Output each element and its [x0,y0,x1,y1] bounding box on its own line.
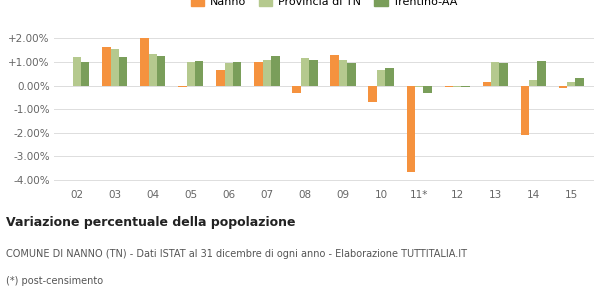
Bar [119,57,127,86]
Bar [339,59,347,86]
Bar [81,62,89,86]
Text: Variazione percentuale della popolazione: Variazione percentuale della popolazione [6,216,296,229]
Bar [368,85,377,102]
Bar [149,54,157,85]
Bar [178,85,187,87]
Bar [491,62,499,86]
Bar [415,85,423,87]
Bar [195,61,203,85]
Bar [73,57,81,86]
Bar [559,85,567,88]
Bar [423,85,431,93]
Bar [225,63,233,86]
Bar [529,80,538,85]
Text: (*) post-censimento: (*) post-censimento [6,276,103,286]
Bar [377,70,385,85]
Bar [461,85,470,87]
Bar [263,59,271,86]
Bar [233,62,241,86]
Bar [521,85,529,135]
Bar [385,68,394,85]
Bar [482,82,491,85]
Bar [140,38,149,86]
Bar [254,62,263,86]
Bar [271,56,280,86]
Bar [157,56,166,86]
Bar [499,63,508,86]
Bar [309,59,317,86]
Legend: Nanno, Provincia di TN, Trentino-AA: Nanno, Provincia di TN, Trentino-AA [186,0,462,11]
Bar [347,63,356,86]
Bar [538,61,546,85]
Bar [292,85,301,93]
Bar [331,55,339,86]
Bar [301,58,309,85]
Bar [567,82,575,85]
Bar [187,62,195,86]
Text: COMUNE DI NANNO (TN) - Dati ISTAT al 31 dicembre di ogni anno - Elaborazione TUT: COMUNE DI NANNO (TN) - Dati ISTAT al 31 … [6,249,467,259]
Bar [453,85,461,87]
Bar [110,49,119,86]
Bar [102,46,110,86]
Bar [445,85,453,87]
Bar [407,85,415,172]
Bar [575,79,584,86]
Bar [217,70,225,85]
